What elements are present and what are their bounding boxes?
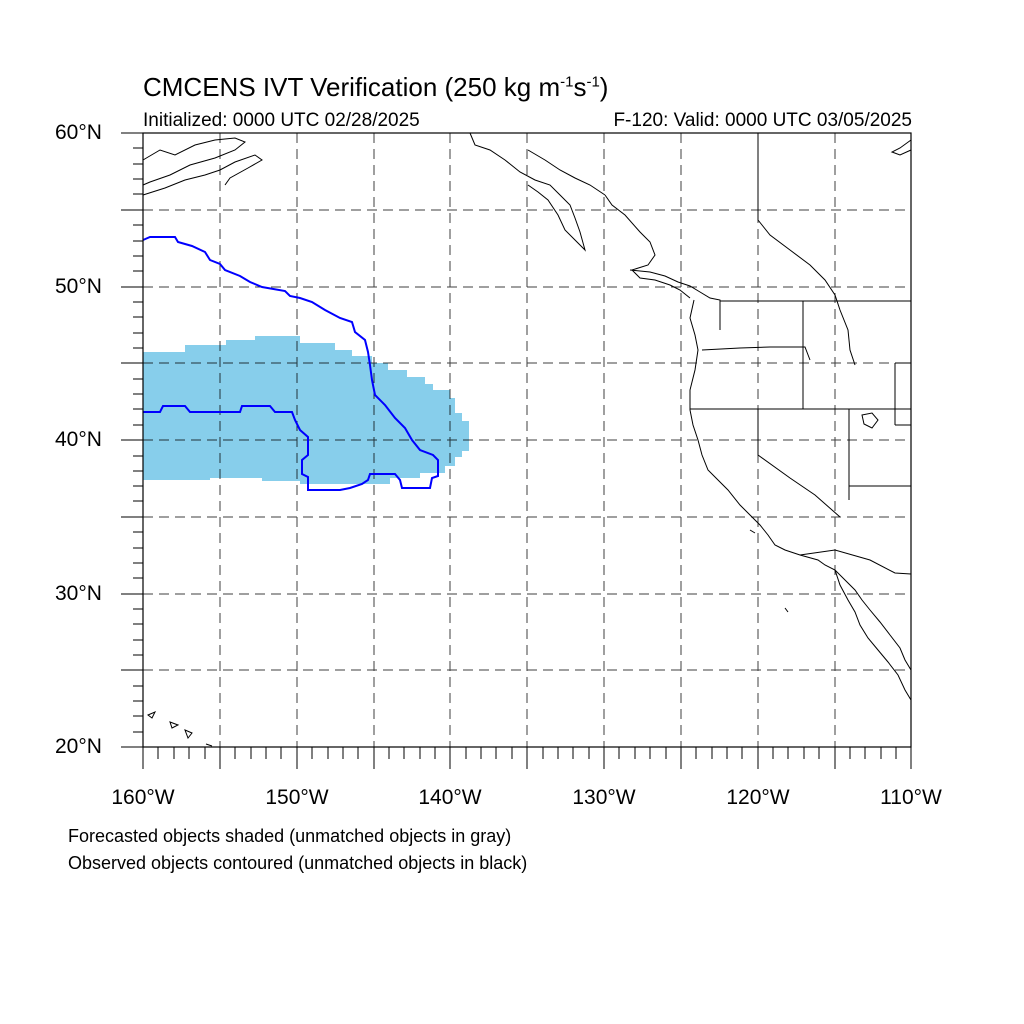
lat-label-50n: 50°N xyxy=(55,275,102,298)
valid-time-label: F-120: Valid: 0000 UTC 03/05/2025 xyxy=(613,110,912,131)
political-borders xyxy=(690,133,912,575)
forecast-object-shaded xyxy=(143,336,469,484)
lon-label-130w: 130°W xyxy=(572,786,636,809)
chart-title: CMCENS IVT Verification (250 kg m-1s-1) xyxy=(143,72,609,102)
observed-contours xyxy=(142,236,439,491)
lat-label-20n: 20°N xyxy=(55,735,102,758)
observed-note: Observed objects contoured (unmatched ob… xyxy=(68,853,528,873)
coastlines xyxy=(142,132,912,747)
lat-label-60n: 60°N xyxy=(55,121,102,144)
lat-label-40n: 40°N xyxy=(55,428,102,451)
lon-label-140w: 140°W xyxy=(418,786,482,809)
lat-label-30n: 30°N xyxy=(55,582,102,605)
lon-label-160w: 160°W xyxy=(111,786,175,809)
lon-label-110w: 110°W xyxy=(880,786,942,809)
lon-ticks xyxy=(142,747,912,769)
init-time-label: Initialized: 0000 UTC 02/28/2025 xyxy=(143,110,420,131)
lat-ticks xyxy=(121,132,143,748)
graticule xyxy=(143,133,911,747)
lon-label-120w: 120°W xyxy=(726,786,790,809)
lon-label-150w: 150°W xyxy=(265,786,329,809)
forecast-note: Forecasted objects shaded (unmatched obj… xyxy=(68,826,512,846)
observed-object-north xyxy=(142,236,439,474)
observed-object-south xyxy=(143,405,439,491)
